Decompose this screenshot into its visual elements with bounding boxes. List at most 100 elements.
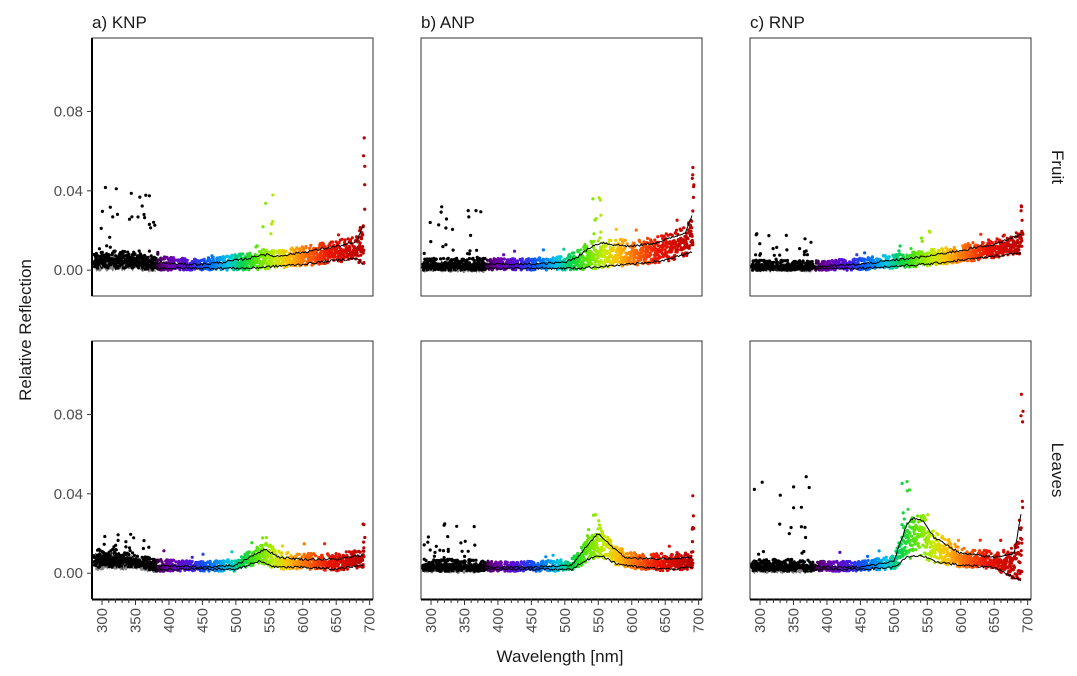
data-point: [598, 236, 601, 239]
data-point: [909, 247, 912, 250]
data-point: [817, 260, 820, 263]
data-point: [212, 259, 215, 262]
data-point: [131, 551, 134, 554]
data-point: [362, 249, 365, 252]
plot-area: [92, 136, 366, 273]
data-point: [152, 221, 155, 224]
data-point: [778, 254, 781, 257]
data-point: [108, 253, 111, 256]
data-point: [149, 226, 152, 229]
data-point: [598, 196, 601, 199]
data-point: [440, 211, 443, 214]
data-point: [659, 255, 662, 258]
data-point: [562, 248, 565, 251]
data-point: [691, 209, 694, 212]
data-point: [429, 221, 432, 224]
data-point: [435, 258, 438, 261]
data-point: [599, 231, 602, 234]
data-point: [921, 252, 924, 255]
data-point: [1020, 205, 1023, 208]
data-point: [591, 242, 594, 245]
data-point: [361, 245, 364, 248]
data-point: [689, 230, 692, 233]
data-point: [785, 248, 788, 251]
data-point: [775, 246, 778, 249]
data-point: [344, 238, 347, 241]
data-point: [309, 244, 312, 247]
data-point: [250, 541, 253, 544]
data-point: [440, 205, 443, 208]
data-point: [468, 249, 471, 252]
data-point: [503, 257, 506, 260]
data-point: [755, 232, 758, 235]
panel-0-0: 0.000.040.08a) KNP: [54, 13, 373, 296]
data-point: [191, 560, 194, 563]
data-point: [269, 232, 272, 235]
data-point: [691, 173, 694, 176]
data-point: [897, 249, 900, 252]
data-point: [261, 225, 264, 228]
panel-1-0: b) ANP: [421, 13, 702, 296]
data-point: [128, 218, 131, 221]
data-point: [559, 256, 562, 259]
data-point: [103, 543, 106, 546]
y-tick-label: 0.00: [54, 262, 83, 279]
data-point: [692, 185, 695, 188]
data-point: [635, 229, 638, 232]
data-point: [542, 248, 545, 251]
data-point: [136, 555, 139, 558]
data-point: [676, 248, 679, 251]
data-point: [451, 228, 454, 231]
data-point: [359, 254, 362, 257]
data-point: [928, 231, 931, 234]
data-point: [469, 234, 472, 237]
data-point: [442, 257, 445, 260]
data-point: [803, 237, 806, 240]
data-point: [930, 248, 933, 251]
data-point: [267, 267, 270, 270]
data-point: [1017, 248, 1020, 251]
data-point: [590, 262, 593, 265]
data-point: [304, 246, 307, 249]
data-point: [116, 213, 119, 216]
data-point: [356, 251, 359, 254]
data-point: [474, 209, 477, 212]
data-point: [475, 249, 478, 252]
data-point: [594, 263, 597, 266]
data-point: [117, 539, 120, 542]
data-point: [130, 215, 133, 218]
data-point: [921, 240, 924, 243]
data-point: [142, 213, 145, 216]
data-point: [809, 241, 812, 244]
data-point: [109, 206, 112, 209]
data-point: [322, 242, 325, 245]
data-point: [141, 204, 144, 207]
data-point: [527, 260, 530, 263]
scatter-points: [92, 136, 366, 272]
data-point: [661, 249, 664, 252]
data-point: [429, 240, 432, 243]
plot-area: [421, 166, 695, 273]
data-point: [599, 214, 602, 217]
data-point: [863, 258, 866, 261]
data-point: [230, 560, 233, 563]
data-point: [773, 254, 776, 257]
data-point: [690, 226, 693, 229]
data-point: [925, 253, 928, 256]
data-point: [144, 194, 147, 197]
data-point: [754, 253, 757, 256]
data-point: [806, 253, 809, 256]
data-point: [920, 237, 923, 240]
plot-area: [750, 204, 1024, 272]
data-point: [686, 237, 689, 240]
data-point: [105, 244, 108, 247]
data-point: [142, 539, 145, 542]
data-point: [646, 237, 649, 240]
data-point: [248, 551, 251, 554]
data-point: [129, 549, 132, 552]
data-point: [251, 564, 254, 567]
data-point: [445, 217, 448, 220]
data-point: [572, 251, 575, 254]
